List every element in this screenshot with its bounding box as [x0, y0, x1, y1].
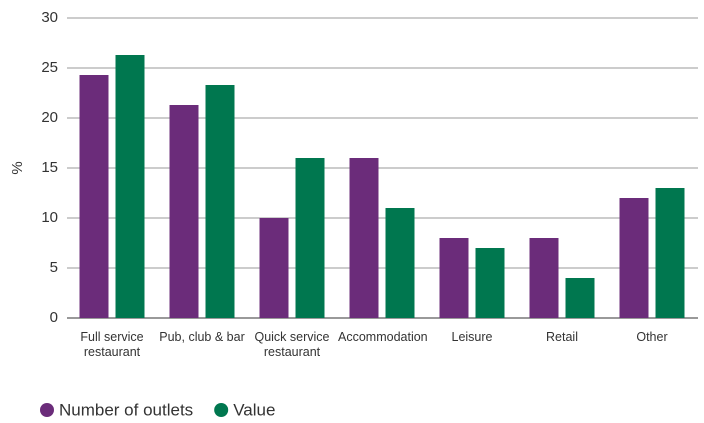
bar [385, 208, 415, 318]
bar [619, 198, 649, 318]
x-tick-label: Leisure [451, 330, 493, 344]
legend-label: Number of outlets [59, 400, 193, 419]
x-tick-label: Retail [546, 330, 578, 344]
bar [295, 158, 325, 318]
y-tick-label: 5 [50, 259, 58, 276]
y-tick-label: 30 [41, 9, 58, 26]
bar [259, 218, 289, 318]
bar [169, 105, 199, 318]
legend-marker [214, 403, 229, 417]
bar [205, 85, 235, 318]
x-tick-label: Accommodation [338, 330, 428, 344]
legend-label: Value [233, 400, 275, 419]
bar [115, 55, 145, 318]
x-tick-label: Other [636, 330, 668, 344]
y-tick-label: 15 [41, 159, 58, 176]
bar [439, 238, 469, 318]
y-tick-label: 10 [41, 209, 58, 226]
y-tick-label: 25 [41, 59, 58, 76]
bar [475, 248, 505, 318]
y-tick-label: 20 [41, 109, 58, 126]
bar [79, 75, 109, 318]
y-tick-label: 0 [50, 309, 58, 326]
bar [349, 158, 379, 318]
x-tick-label: Pub, club & bar [159, 330, 245, 344]
legend-marker [40, 403, 54, 417]
bar [655, 188, 685, 318]
x-tick-label: Quick service restaurant [254, 330, 330, 359]
bar [565, 278, 595, 318]
x-tick-label: Full service restaurant [80, 330, 144, 359]
y-axis-label: % [9, 161, 26, 174]
bar [529, 238, 559, 318]
